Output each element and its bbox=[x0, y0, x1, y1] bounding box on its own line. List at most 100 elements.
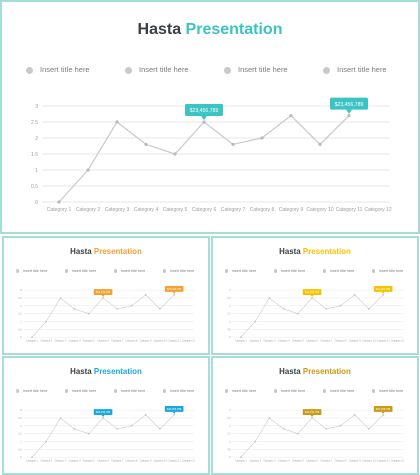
data-point bbox=[115, 120, 119, 124]
y-tick-label: 1.5 bbox=[227, 433, 231, 436]
y-tick-label: 1.5 bbox=[31, 152, 38, 158]
data-point bbox=[282, 308, 285, 310]
data-point bbox=[353, 294, 356, 296]
legend-dot-icon bbox=[64, 389, 69, 393]
y-tick-label: 2 bbox=[35, 136, 38, 142]
x-tick-label: Category 8 bbox=[250, 207, 275, 213]
title-word2: Presentation bbox=[302, 367, 351, 377]
legend-item: Insert title here bbox=[113, 269, 145, 273]
x-tick-label: Category 4 bbox=[69, 340, 82, 343]
x-tick-label: Category 2 bbox=[40, 460, 53, 463]
data-point bbox=[297, 432, 299, 435]
x-tick-label: Category 4 bbox=[278, 340, 291, 343]
legend-label: Insert title here bbox=[378, 389, 404, 394]
legend-item: Insert title here bbox=[64, 269, 96, 273]
callout-box bbox=[164, 405, 184, 412]
legend-label: Insert title here bbox=[329, 389, 355, 394]
y-tick-label: 1 bbox=[20, 440, 22, 443]
legend-dot-icon bbox=[15, 389, 20, 393]
legend-label: Insert title here bbox=[280, 389, 306, 394]
data-point bbox=[339, 305, 342, 307]
data-point bbox=[240, 336, 242, 338]
legend-label: Insert title here bbox=[329, 269, 355, 274]
data-point bbox=[173, 152, 177, 156]
slide-5[interactable]: Hasta Presentation Insert title here Inser… bbox=[211, 356, 419, 475]
value-callout: $23,456,789 bbox=[93, 409, 113, 417]
legend-dot-icon bbox=[15, 269, 20, 273]
y-tick-label: 2 bbox=[229, 305, 231, 308]
data-point bbox=[173, 294, 175, 296]
y-tick-label: 2.5 bbox=[227, 417, 231, 420]
data-point bbox=[102, 297, 104, 299]
callout-text: $23,456,789 bbox=[167, 287, 182, 291]
legend-item: Insert title here bbox=[371, 389, 404, 394]
data-point bbox=[325, 308, 328, 310]
data-point bbox=[144, 294, 147, 296]
data-point bbox=[289, 114, 293, 118]
x-tick-label: Category 10 bbox=[153, 340, 167, 343]
x-tick-label: Category 12 bbox=[364, 207, 391, 213]
callout-box bbox=[93, 409, 113, 416]
x-tick-label: Category 9 bbox=[349, 340, 362, 343]
x-tick-label: Category 1 bbox=[235, 460, 248, 463]
title-word1: Hasta bbox=[279, 367, 301, 377]
slide-3[interactable]: Hasta Presentation Insert title here Inser… bbox=[211, 236, 419, 355]
slide-title: Hasta Presentation bbox=[213, 367, 417, 376]
callout-pointer bbox=[172, 291, 176, 294]
x-tick-label: Category 12 bbox=[182, 460, 196, 463]
legend-item: Insert title here bbox=[15, 269, 48, 274]
legend-label: Insert title here bbox=[139, 65, 189, 74]
x-tick-label: Category 4 bbox=[278, 460, 291, 463]
slide-2[interactable]: Hasta Presentation Insert title here Inser… bbox=[2, 236, 210, 355]
x-tick-label: Category 11 bbox=[168, 460, 182, 463]
data-point bbox=[159, 428, 161, 430]
x-tick-label: Category 8 bbox=[335, 460, 348, 463]
callout-box bbox=[302, 289, 322, 296]
value-callout: $23,456,789 bbox=[302, 409, 322, 417]
data-point bbox=[130, 425, 133, 427]
legend-dot-icon bbox=[125, 66, 132, 74]
legend-dot-icon bbox=[323, 66, 330, 74]
data-point bbox=[368, 428, 370, 430]
data-point bbox=[268, 297, 271, 299]
legend-label: Insert title here bbox=[169, 269, 195, 274]
data-point bbox=[31, 456, 33, 458]
legend-label: Insert title here bbox=[120, 389, 146, 394]
legend-dot-icon bbox=[371, 269, 376, 273]
legend-label: Insert title here bbox=[231, 389, 257, 394]
title-word1: Hasta bbox=[137, 21, 182, 38]
y-tick-label: 1 bbox=[229, 320, 231, 323]
callout-text: $23,456,789 bbox=[96, 410, 111, 414]
callout-text: $23,456,789 bbox=[376, 407, 391, 411]
data-point bbox=[59, 417, 62, 419]
series-line bbox=[240, 414, 384, 458]
data-point bbox=[31, 336, 33, 338]
legend-label: Insert title here bbox=[22, 269, 48, 274]
x-tick-label: Category 10 bbox=[362, 460, 376, 463]
slide-1[interactable]: Hasta Presentation Insert title here Inser… bbox=[0, 0, 420, 234]
legend-item: Insert title here bbox=[323, 65, 387, 74]
legend-dot-icon bbox=[26, 66, 33, 74]
x-tick-label: Category 8 bbox=[126, 460, 139, 463]
slide-4[interactable]: Hasta Presentation Insert title here Inser… bbox=[2, 356, 210, 475]
legend-dot-icon bbox=[322, 389, 327, 393]
value-callout: $23,456,789 bbox=[164, 285, 184, 294]
slide-title: Hasta Presentation bbox=[4, 247, 208, 256]
x-tick-label: Category 11 bbox=[168, 340, 182, 343]
callout-text: $23,456,789 bbox=[376, 287, 391, 291]
value-callout: $23,456,789 bbox=[164, 405, 184, 414]
x-tick-label: Category 6 bbox=[97, 460, 110, 463]
y-tick-label: 2.5 bbox=[227, 297, 231, 300]
x-tick-label: Category 10 bbox=[362, 340, 376, 343]
slide-title: Hasta Presentation bbox=[2, 21, 418, 39]
y-tick-label: 0.5 bbox=[227, 448, 231, 451]
x-tick-label: Category 12 bbox=[391, 340, 405, 343]
callout-pointer bbox=[172, 411, 176, 414]
y-tick-label: 2 bbox=[229, 425, 231, 428]
data-point bbox=[325, 428, 328, 430]
legend-dot-icon bbox=[224, 389, 229, 393]
legend-dot-icon bbox=[273, 389, 278, 393]
series-line bbox=[58, 114, 350, 203]
callout-text: $23,456,789 bbox=[305, 410, 320, 414]
x-tick-label: Category 8 bbox=[126, 340, 139, 343]
